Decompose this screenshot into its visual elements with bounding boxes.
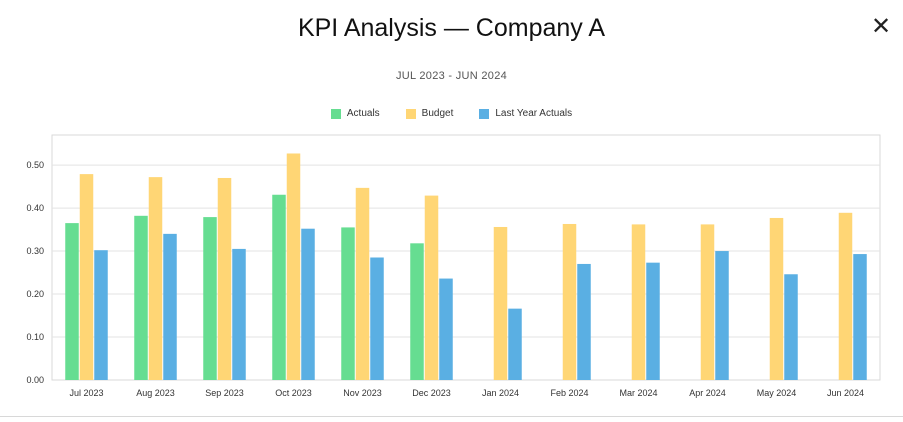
y-tick-label: 0.40 xyxy=(26,203,44,213)
y-tick-label: 0.30 xyxy=(26,246,44,256)
bar-last-year-actuals[interactable] xyxy=(301,228,315,380)
bar-budget[interactable] xyxy=(148,177,163,380)
bar-budget[interactable] xyxy=(286,153,301,380)
bar-budget[interactable] xyxy=(355,187,370,380)
legend-swatch-actuals xyxy=(330,108,341,119)
x-tick-label: Mar 2024 xyxy=(619,388,657,398)
x-tick-label: Jul 2023 xyxy=(69,388,103,398)
bar-budget[interactable] xyxy=(424,195,439,380)
legend-item-actuals[interactable]: Actuals xyxy=(330,108,380,119)
chart-title: KPI Analysis — Company A xyxy=(297,14,606,42)
legend-swatch-last-year-actuals xyxy=(479,108,490,119)
bar-budget[interactable] xyxy=(700,224,715,380)
chart-legend: Actuals Budget Last Year Actuals xyxy=(0,108,903,119)
bar-actuals[interactable] xyxy=(65,223,79,380)
x-tick-label: Oct 2023 xyxy=(275,388,312,398)
y-tick-label: 0.10 xyxy=(26,332,44,342)
bar-actuals[interactable] xyxy=(203,217,217,380)
legend-item-budget[interactable]: Budget xyxy=(405,108,454,119)
x-tick-label: May 2024 xyxy=(757,388,797,398)
legend-label-actuals: Actuals xyxy=(346,108,380,119)
bar-chart: 0.00 0.10 0.20 0.30 0.40 0.50 Jul 2023 Aug 2023… xyxy=(26,134,881,398)
bar-last-year-actuals[interactable] xyxy=(715,251,729,380)
bar-last-year-actuals[interactable] xyxy=(784,274,798,380)
plot-frame xyxy=(51,134,881,381)
bar-budget[interactable] xyxy=(769,217,784,380)
x-tick-label: Sep 2023 xyxy=(205,388,244,398)
bar-last-year-actuals[interactable] xyxy=(232,248,246,380)
legend-swatch-budget xyxy=(405,108,416,119)
x-tick-label: Nov 2023 xyxy=(343,388,382,398)
bar-budget[interactable] xyxy=(631,224,646,380)
x-tick-label: Feb 2024 xyxy=(550,388,588,398)
bar-last-year-actuals[interactable] xyxy=(370,257,384,381)
legend-item-last-year-actuals[interactable]: Last Year Actuals xyxy=(479,108,572,119)
bar-last-year-actuals[interactable] xyxy=(439,278,453,380)
bar-budget[interactable] xyxy=(562,223,577,380)
bar-last-year-actuals[interactable] xyxy=(508,308,522,380)
bar-actuals[interactable] xyxy=(272,194,286,380)
bar-last-year-actuals[interactable] xyxy=(853,254,867,380)
x-tick-label: Dec 2023 xyxy=(412,388,451,398)
x-tick-label: Apr 2024 xyxy=(689,388,726,398)
bar-budget[interactable] xyxy=(838,212,853,380)
dialog-divider xyxy=(0,416,903,417)
bar-budget[interactable] xyxy=(217,177,232,380)
bar-last-year-actuals[interactable] xyxy=(646,262,660,380)
x-tick-label: Jan 2024 xyxy=(482,388,519,398)
bar-budget[interactable] xyxy=(493,226,508,380)
bar-actuals[interactable] xyxy=(341,227,355,380)
x-tick-label: Aug 2023 xyxy=(136,388,175,398)
bar-last-year-actuals[interactable] xyxy=(577,263,591,380)
legend-label-budget: Budget xyxy=(421,108,454,119)
y-tick-label: 0.50 xyxy=(26,160,44,170)
chart-subtitle: JUL 2023 - JUN 2024 xyxy=(395,70,508,82)
bar-actuals[interactable] xyxy=(134,215,148,380)
y-tick-label: 0.20 xyxy=(26,289,44,299)
x-tick-label: Jun 2024 xyxy=(827,388,864,398)
legend-label-last-year-actuals: Last Year Actuals xyxy=(495,108,573,119)
close-icon[interactable]: ✕ xyxy=(870,13,892,40)
bar-actuals[interactable] xyxy=(410,243,424,380)
bar-last-year-actuals[interactable] xyxy=(163,233,177,380)
bar-budget[interactable] xyxy=(79,174,94,380)
bar-last-year-actuals[interactable] xyxy=(94,250,108,380)
y-tick-label: 0.00 xyxy=(26,375,44,385)
